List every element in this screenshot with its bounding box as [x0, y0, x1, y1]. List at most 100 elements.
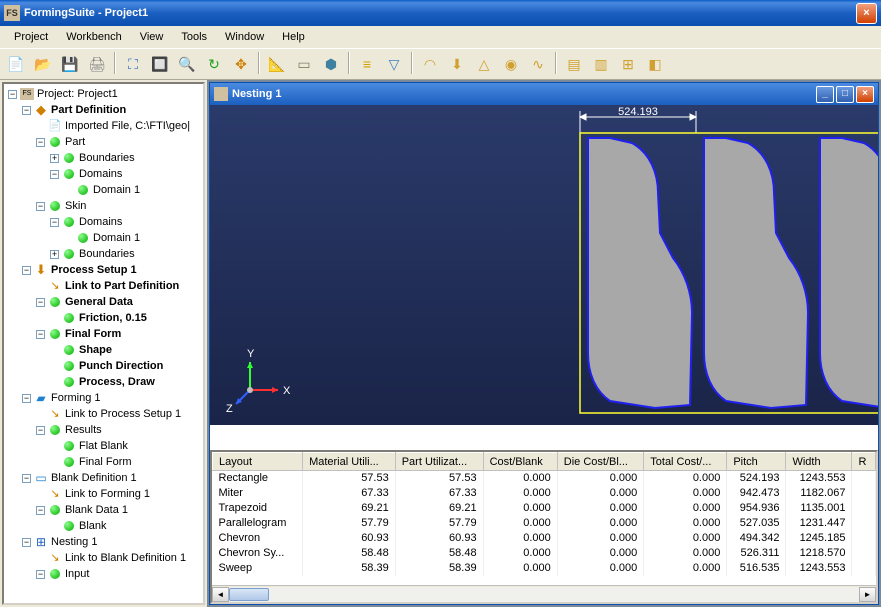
tree-node[interactable]: −Blank Data 1 [6, 502, 201, 518]
tool-measure-button[interactable]: 📐 [265, 52, 289, 76]
menu-workbench[interactable]: Workbench [58, 29, 129, 45]
tree-node[interactable]: ↘Link to Blank Definition 1 [6, 550, 201, 566]
tree-node[interactable]: −Input [6, 566, 201, 582]
tool-tool-g-button[interactable]: ▥ [589, 52, 613, 76]
tree-node[interactable]: −General Data [6, 294, 201, 310]
tool-tool-a-button[interactable]: ◠ [418, 52, 442, 76]
collapse-icon[interactable]: − [22, 394, 31, 403]
tree-node[interactable]: −▭Blank Definition 1 [6, 470, 201, 486]
collapse-icon[interactable]: − [22, 266, 31, 275]
menu-window[interactable]: Window [217, 29, 272, 45]
grid-header[interactable]: R [852, 453, 876, 471]
tree-node[interactable]: Shape [6, 342, 201, 358]
menu-help[interactable]: Help [274, 29, 313, 45]
tool-filter-button[interactable]: ▽ [382, 52, 406, 76]
grid-row[interactable]: Miter67.3367.330.0000.0000.000942.473118… [213, 486, 876, 501]
grid-header[interactable]: Width [786, 453, 852, 471]
scroll-thumb[interactable] [229, 588, 269, 601]
tool-new-button[interactable]: 📄 [4, 52, 28, 76]
scroll-left-button[interactable]: ◄ [212, 587, 229, 602]
collapse-icon[interactable]: − [36, 570, 45, 579]
tool-cylinder-button[interactable]: ⬢ [319, 52, 343, 76]
tool-tool-b-button[interactable]: ⬇ [445, 52, 469, 76]
tree-node[interactable]: −Part [6, 134, 201, 150]
tree-node[interactable]: Process, Draw [6, 374, 201, 390]
tree-node[interactable]: −FSProject: Project1 [6, 86, 201, 102]
grid-header[interactable]: Pitch [727, 453, 786, 471]
grid-row[interactable]: Chevron60.9360.930.0000.0000.000494.3421… [213, 531, 876, 546]
tool-tool-h-button[interactable]: ⊞ [616, 52, 640, 76]
tree-node[interactable]: −▰Forming 1 [6, 390, 201, 406]
collapse-icon[interactable]: − [22, 538, 31, 547]
collapse-icon[interactable]: − [22, 474, 31, 483]
tree-node[interactable]: 📄Imported File, C:\FTI\geo| [6, 118, 201, 134]
tree-node[interactable]: −Domains [6, 166, 201, 182]
tree-node[interactable]: −⊞Nesting 1 [6, 534, 201, 550]
tree-node[interactable]: −Final Form [6, 326, 201, 342]
grid-row[interactable]: Sweep58.3958.390.0000.0000.000516.535124… [213, 561, 876, 576]
tree-node[interactable]: Punch Direction [6, 358, 201, 374]
tool-print-button[interactable]: 🖨 [85, 52, 109, 76]
collapse-icon[interactable]: − [36, 506, 45, 515]
tool-box-button[interactable]: ▭ [292, 52, 316, 76]
collapse-icon[interactable]: − [36, 298, 45, 307]
tool-refresh-button[interactable]: ↻ [202, 52, 226, 76]
collapse-icon[interactable]: − [36, 426, 45, 435]
tool-tool-d-button[interactable]: ◉ [499, 52, 523, 76]
mdi-close-button[interactable]: × [856, 86, 874, 103]
collapse-icon[interactable]: − [22, 106, 31, 115]
grid-row[interactable]: Chevron Sy...58.4858.480.0000.0000.00052… [213, 546, 876, 561]
tool-tool-c-button[interactable]: △ [472, 52, 496, 76]
collapse-icon[interactable]: − [50, 170, 59, 179]
tree-node[interactable]: −⬇Process Setup 1 [6, 262, 201, 278]
viewport-3d[interactable]: 524.1931243.553XYZ [210, 105, 878, 447]
tool-save-button[interactable]: 💾 [58, 52, 82, 76]
tree-node[interactable]: +Boundaries [6, 246, 201, 262]
expand-icon[interactable]: + [50, 154, 59, 163]
grid-header[interactable]: Material Utili... [303, 453, 396, 471]
tool-fit-button[interactable]: ⛶ [121, 52, 145, 76]
tool-tool-e-button[interactable]: ∿ [526, 52, 550, 76]
menu-project[interactable]: Project [6, 29, 56, 45]
tree-node[interactable]: +Boundaries [6, 150, 201, 166]
collapse-icon[interactable]: − [36, 138, 45, 147]
tree-node[interactable]: ↘Link to Process Setup 1 [6, 406, 201, 422]
tree-node[interactable]: Domain 1 [6, 182, 201, 198]
menu-view[interactable]: View [132, 29, 172, 45]
grid-header[interactable]: Layout [213, 453, 303, 471]
tree-node[interactable]: Flat Blank [6, 438, 201, 454]
grid-row[interactable]: Rectangle57.5357.530.0000.0000.000524.19… [213, 471, 876, 486]
tool-tool-f-button[interactable]: ▤ [562, 52, 586, 76]
scroll-track[interactable] [229, 587, 859, 602]
tool-zoom-button[interactable]: 🔍 [175, 52, 199, 76]
expand-icon[interactable]: + [50, 250, 59, 259]
tool-layers-button[interactable]: ≡ [355, 52, 379, 76]
tree-node[interactable]: Friction, 0.15 [6, 310, 201, 326]
tool-pan-button[interactable]: ✥ [229, 52, 253, 76]
tool-tool-i-button[interactable]: ◧ [643, 52, 667, 76]
collapse-icon[interactable]: − [8, 90, 17, 99]
menu-tools[interactable]: Tools [173, 29, 215, 45]
tree-node[interactable]: −Results [6, 422, 201, 438]
collapse-icon[interactable]: − [36, 202, 45, 211]
grid-row[interactable]: Parallelogram57.7957.790.0000.0000.00052… [213, 516, 876, 531]
scroll-right-button[interactable]: ► [859, 587, 876, 602]
tree-node[interactable]: −Skin [6, 198, 201, 214]
grid-row[interactable]: Trapezoid69.2169.210.0000.0000.000954.93… [213, 501, 876, 516]
grid-header[interactable]: Part Utilizat... [395, 453, 483, 471]
mdi-max-button[interactable]: □ [836, 86, 854, 103]
tree-node[interactable]: −Domains [6, 214, 201, 230]
grid-header[interactable]: Total Cost/... [644, 453, 727, 471]
tree-node[interactable]: ↘Link to Part Definition [6, 278, 201, 294]
grid-hscrollbar[interactable]: ◄ ► [212, 585, 876, 602]
tree-node[interactable]: Domain 1 [6, 230, 201, 246]
grid-header[interactable]: Die Cost/Bl... [557, 453, 644, 471]
tree-node[interactable]: −◆Part Definition [6, 102, 201, 118]
tree-node[interactable]: Blank [6, 518, 201, 534]
tree-node[interactable]: ↘Link to Forming 1 [6, 486, 201, 502]
app-close-button[interactable]: × [856, 3, 877, 24]
tool-open-button[interactable]: 📂 [31, 52, 55, 76]
tool-zoom-win-button[interactable]: 🔲 [148, 52, 172, 76]
tree-node[interactable]: Final Form [6, 454, 201, 470]
mdi-min-button[interactable]: _ [816, 86, 834, 103]
